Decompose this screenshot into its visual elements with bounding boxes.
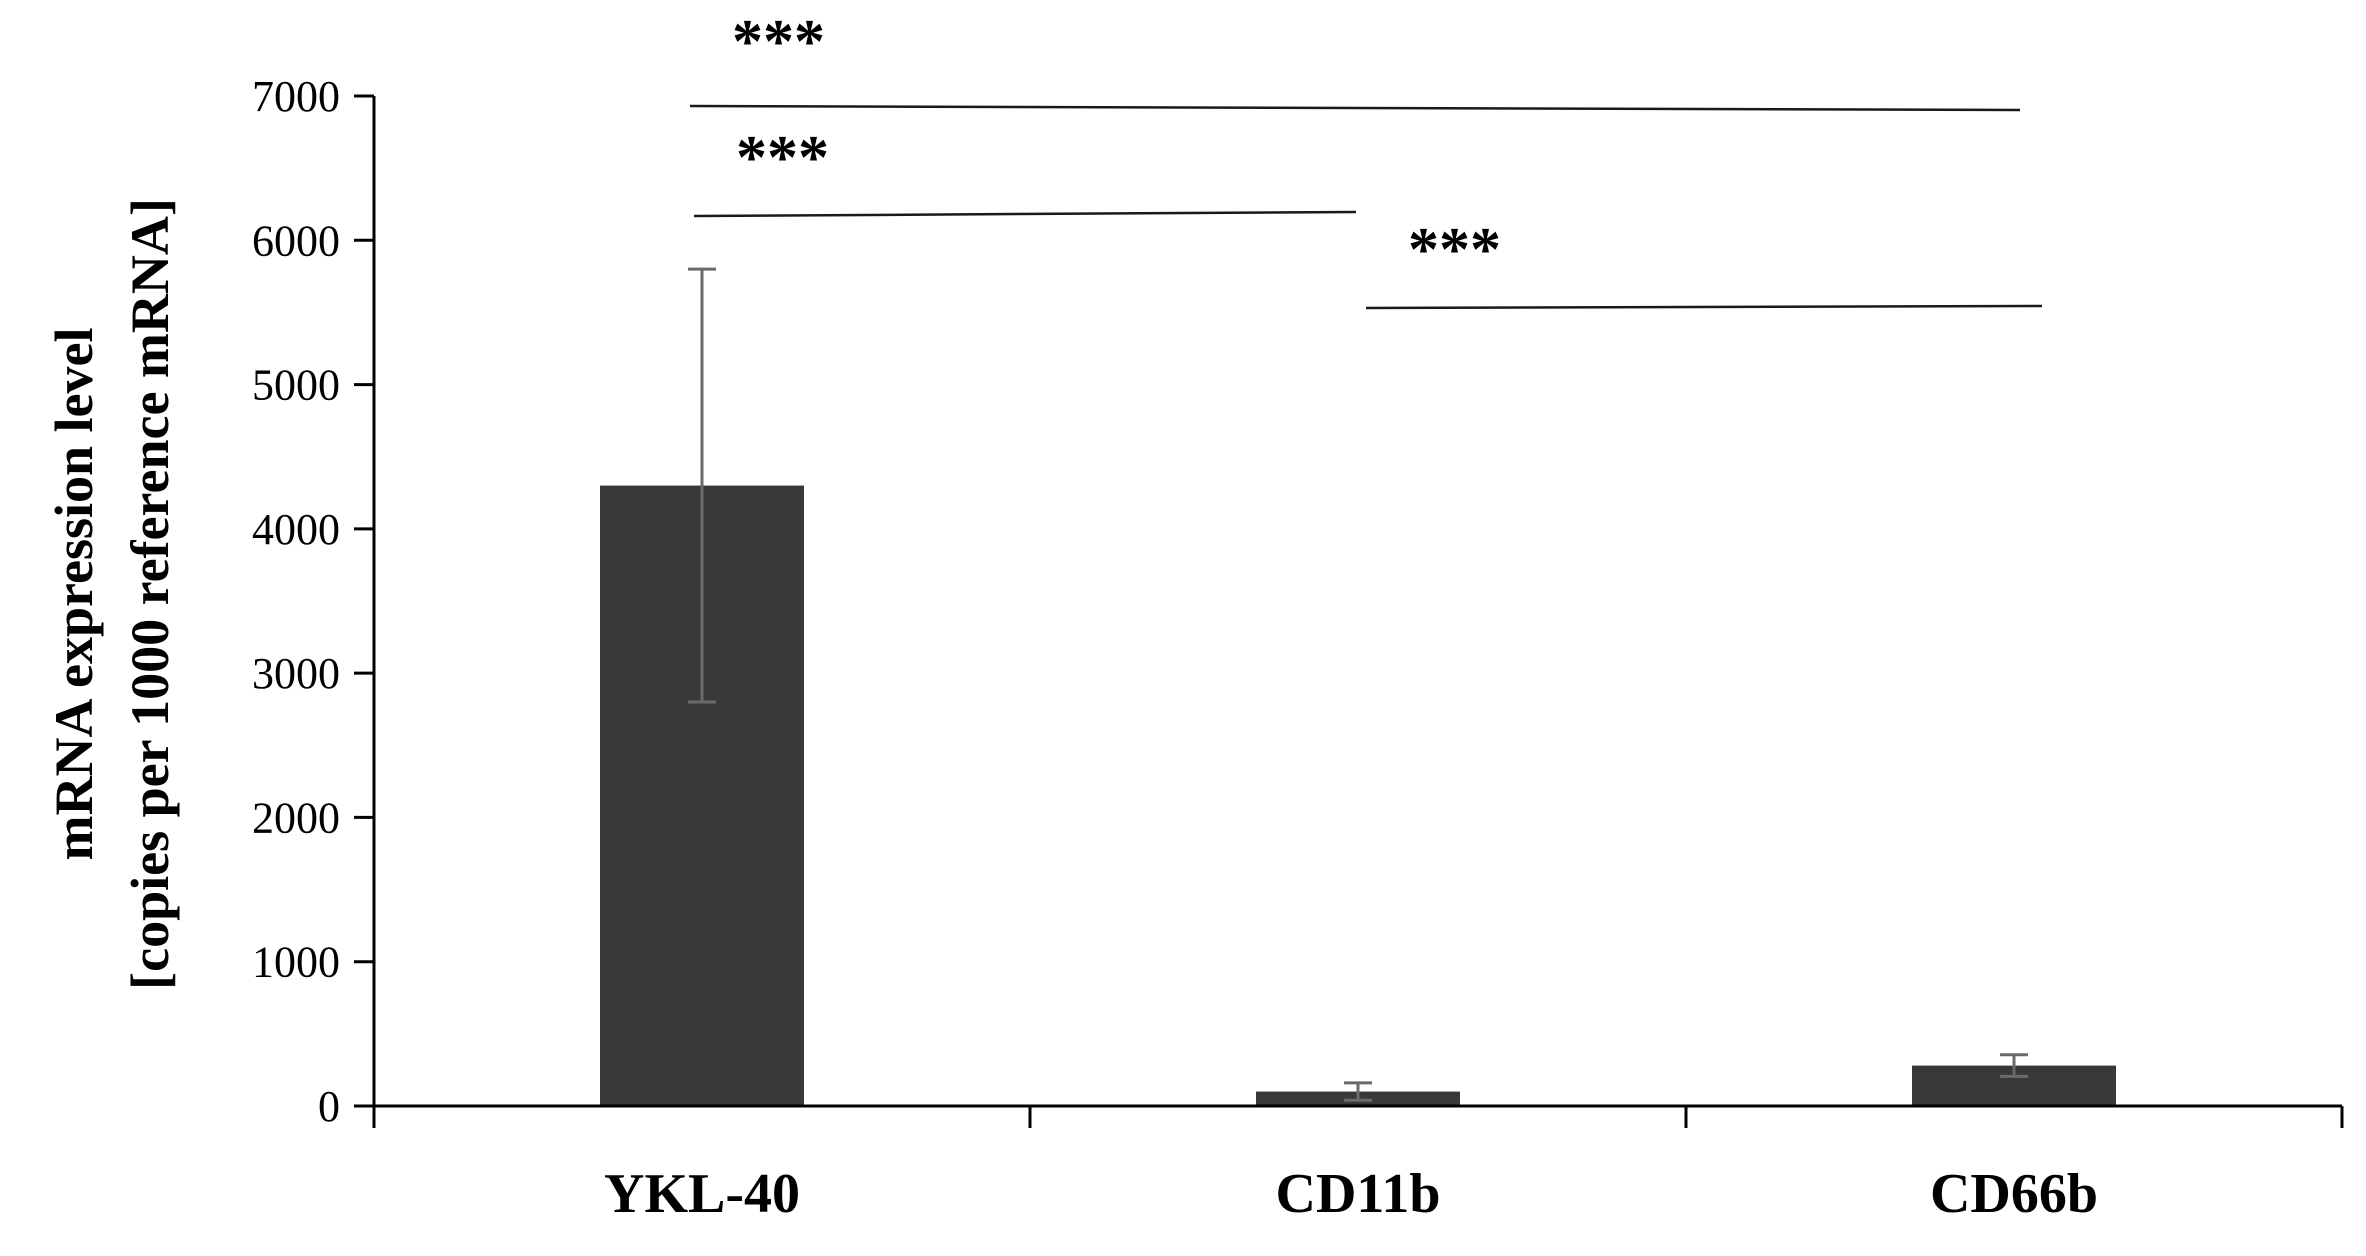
significance-label: *** bbox=[736, 124, 829, 192]
significance-line bbox=[693, 210, 1357, 218]
bars bbox=[600, 485, 2116, 1107]
significance-bracket: *** bbox=[1365, 216, 2043, 310]
significance-line bbox=[689, 104, 2021, 112]
y-tick-label: 5000 bbox=[252, 361, 340, 410]
significance-brackets: *** *** *** bbox=[689, 8, 2043, 310]
x-category-label: CD66b bbox=[1930, 1163, 2098, 1225]
x-category-label: YKL-40 bbox=[604, 1163, 800, 1225]
y-tick-label: 7000 bbox=[252, 72, 340, 121]
x-category-label: CD11b bbox=[1276, 1163, 1441, 1225]
error-bar-cd66b bbox=[2000, 1053, 2028, 1078]
y-axis-label-line-1: mRNA expression level bbox=[44, 328, 104, 861]
y-tick-label: 2000 bbox=[252, 793, 340, 842]
x-axis-category-labels: YKL-40 CD11b CD66b bbox=[604, 1163, 2098, 1225]
y-tick-label: 1000 bbox=[252, 938, 340, 987]
y-axis-label-line-2: [copies per 1000 reference mRNA] bbox=[120, 198, 180, 990]
significance-line bbox=[1365, 304, 2043, 310]
axes bbox=[372, 96, 2344, 1128]
y-axis-ticks: 0 1000 2000 3000 4000 5000 6000 7000 bbox=[252, 72, 374, 1131]
error-bar-cd11b bbox=[1344, 1081, 1372, 1102]
y-tick-label: 6000 bbox=[252, 216, 340, 265]
significance-bracket: *** bbox=[693, 124, 1357, 218]
error-bars bbox=[688, 267, 2028, 1102]
y-tick-label: 3000 bbox=[252, 649, 340, 698]
significance-label: *** bbox=[732, 8, 825, 76]
significance-bracket: *** bbox=[689, 8, 2021, 112]
y-tick-label: 4000 bbox=[252, 505, 340, 554]
y-axis-label: mRNA expression level [copies per 1000 r… bbox=[44, 198, 180, 990]
error-bar-ykl-40 bbox=[688, 267, 716, 704]
significance-label: *** bbox=[1408, 216, 1501, 284]
y-tick-label: 0 bbox=[318, 1082, 340, 1131]
